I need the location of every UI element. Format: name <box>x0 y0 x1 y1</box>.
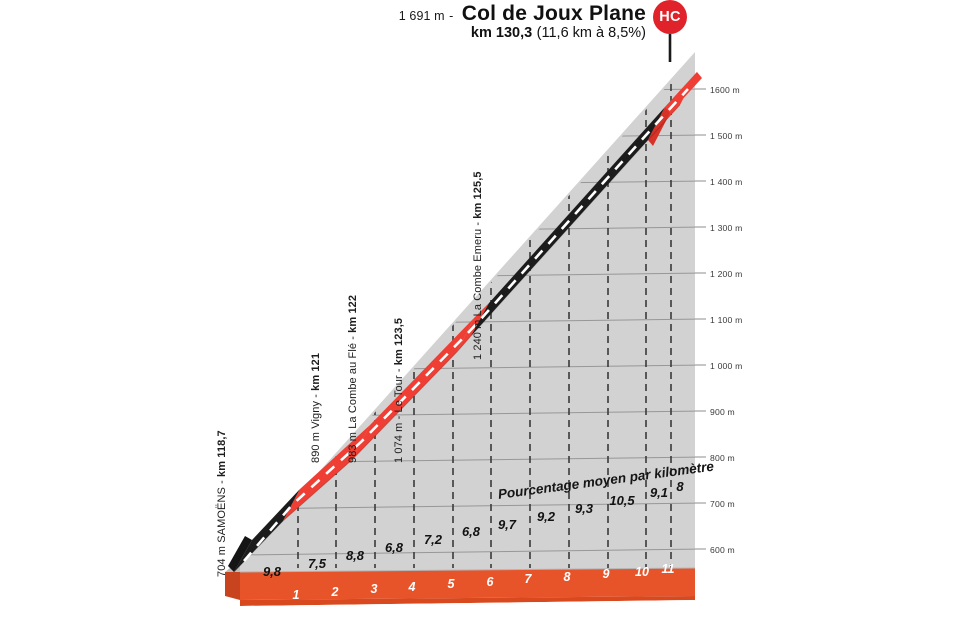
terrain-panel <box>225 52 695 596</box>
waypoint-label-combe-emeru: 1 240 m La Combe Emeru - km 125,5 <box>472 171 484 360</box>
gradient-label-10: 10,5 <box>609 493 635 508</box>
climb-detail: (11,6 km à 8,5%) <box>536 25 646 41</box>
gradient-label-1: 9,8 <box>262 564 282 579</box>
gradient-label-12: 8 <box>676 479 684 494</box>
category-badge: HC <box>653 0 687 34</box>
waypoint-text: 1 074 m - Le Tour - <box>393 365 405 463</box>
elevation-tick-800: 800 m <box>710 453 735 463</box>
waypoint-text: 1 240 m La Combe Emeru - <box>472 218 484 360</box>
km-marker-11: 11 <box>661 562 675 576</box>
waypoint-km: km 125,5 <box>472 171 484 219</box>
gradient-label-8: 9,2 <box>536 509 556 524</box>
elevation-tick-700: 700 m <box>710 499 735 509</box>
gradient-label-6: 6,8 <box>461 524 481 539</box>
summit-altitude: 1 691 m <box>398 9 445 23</box>
km-mark: km 130,3 <box>470 25 533 41</box>
waypoint-km: km 122 <box>347 294 359 333</box>
gradient-label-3: 8,8 <box>345 548 365 563</box>
elevation-tick-1500: 1 500 m <box>710 131 743 141</box>
elevation-tick-1100: 1 100 m <box>710 315 743 325</box>
road-centre-line <box>243 88 689 562</box>
gradient-label-11: 9,1 <box>649 485 669 500</box>
header-title-line: 1 691 m - Col de Joux Plane <box>0 2 646 26</box>
header: 1 691 m - Col de Joux Plane km 130,3 (11… <box>0 0 960 46</box>
elevation-tick-1600: 1600 m <box>710 85 740 95</box>
km-marker-1: 1 <box>292 588 300 602</box>
waypoint-label-le-tour: 1 074 m - Le Tour - km 123,5 <box>393 318 405 463</box>
gradient-label-2: 7,5 <box>307 556 327 571</box>
km-marker-6: 6 <box>486 575 494 589</box>
km-marker-2: 2 <box>331 585 339 599</box>
elevation-tick-1400: 1 400 m <box>710 177 743 187</box>
elevation-tick-marks <box>695 88 706 550</box>
waypoint-text: 704 m SAMOËNS - <box>216 476 228 577</box>
km-marker-9: 9 <box>602 567 610 581</box>
gradient-label-5: 7,2 <box>423 532 443 547</box>
km-marker-10: 10 <box>635 565 649 579</box>
km-marker-7: 7 <box>524 572 532 586</box>
waypoint-label-samoens: 704 m SAMOËNS - km 118,7 <box>216 430 228 577</box>
title-separator: - <box>449 9 454 23</box>
elevation-tick-1200: 1 200 m <box>710 269 743 279</box>
waypoint-label-combe-au-fle: 983 m La Combe au Flé - km 122 <box>347 295 359 463</box>
page-title: Col de Joux Plane <box>461 2 646 25</box>
elevation-tick-1300: 1 300 m <box>710 223 743 233</box>
gradient-label-7: 9,7 <box>497 517 517 532</box>
waypoint-km: km 121 <box>310 352 322 391</box>
elevation-tick-1000: 1 000 m <box>710 361 743 371</box>
header-detail-line: km 130,3 (11,6 km à 8,5%) <box>0 24 646 42</box>
gradient-label-4: 6,8 <box>384 540 404 555</box>
waypoint-km: km 118,7 <box>216 430 228 477</box>
base-block <box>225 568 695 608</box>
km-marker-3: 3 <box>370 582 378 596</box>
elevation-tick-600: 600 m <box>710 545 735 555</box>
km-marker-8: 8 <box>563 570 571 584</box>
waypoint-label-vigny: 890 m Vigny - km 121 <box>310 353 322 463</box>
waypoint-km: km 123,5 <box>393 317 405 366</box>
km-marker-4: 4 <box>408 580 416 594</box>
base-divider <box>239 567 696 573</box>
km-marker-5: 5 <box>447 577 455 591</box>
waypoint-text: 983 m La Combe au Flé - <box>347 332 359 463</box>
gradient-label-9: 9,3 <box>574 501 594 516</box>
waypoint-text: 890 m Vigny - <box>310 390 322 463</box>
elevation-tick-900: 900 m <box>710 407 735 417</box>
